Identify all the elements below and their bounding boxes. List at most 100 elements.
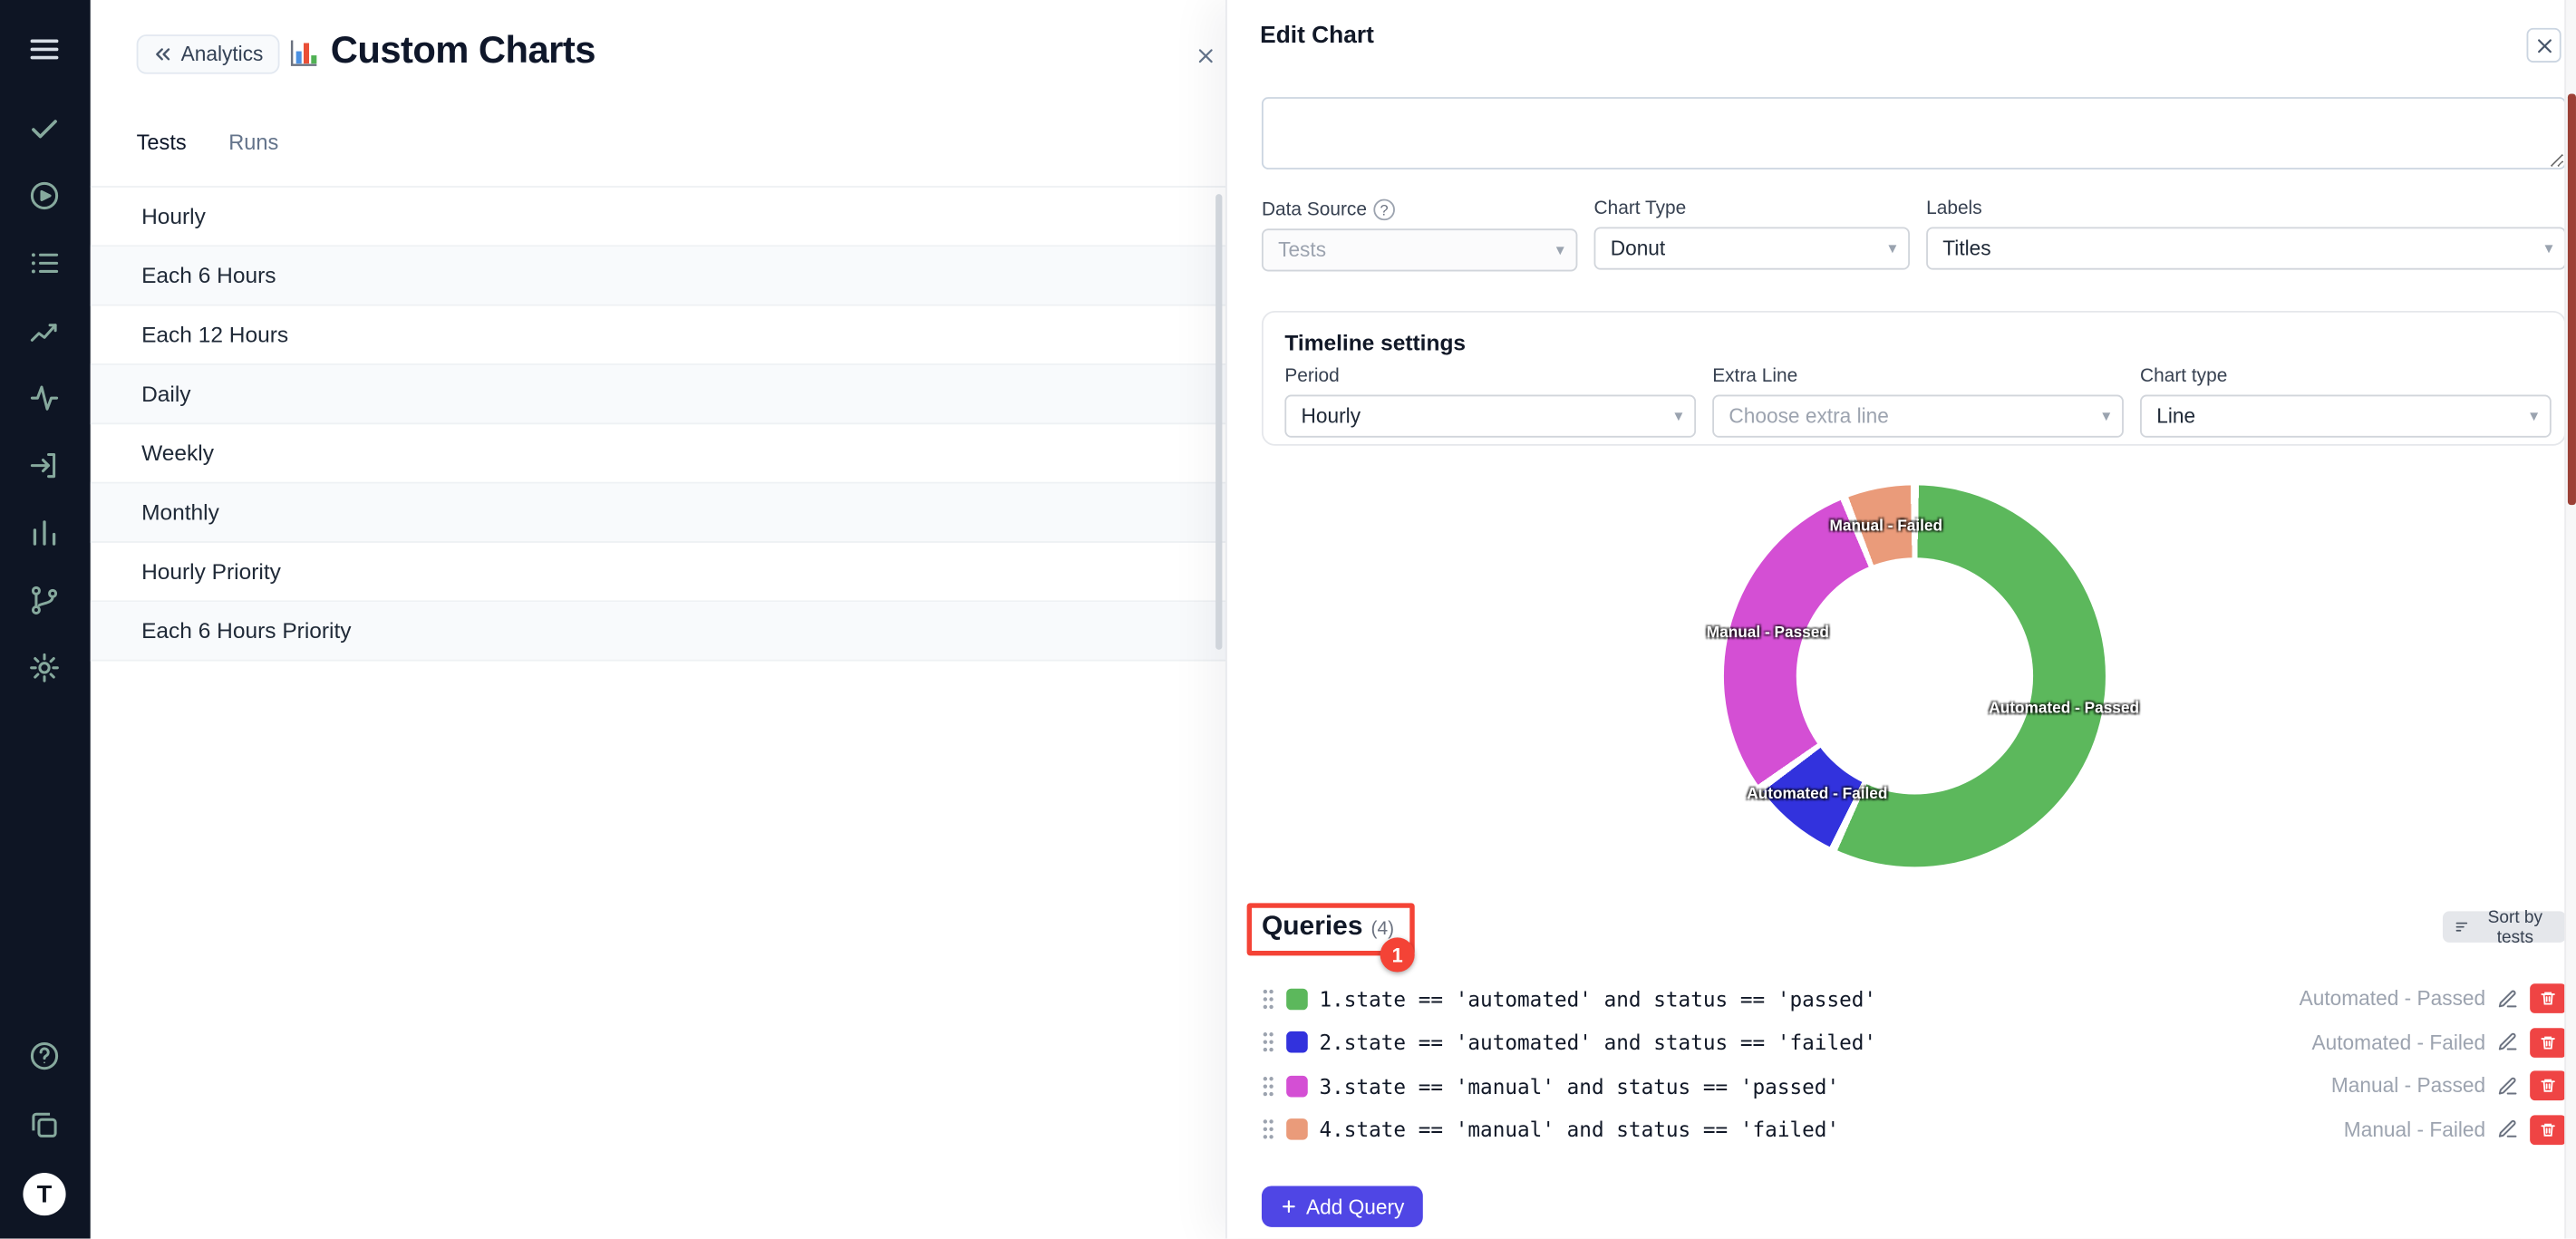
query-code: state == 'automated' and status == 'fail… xyxy=(1343,1030,1877,1055)
timeline-chart-type-field: Chart type Line xyxy=(2140,367,2552,438)
chart-description-textarea[interactable] xyxy=(1261,97,2567,169)
query-label: Automated - Passed xyxy=(2299,987,2486,1011)
close-icon xyxy=(2537,38,2552,53)
query-label: Manual - Passed xyxy=(2330,1074,2486,1098)
slice-label-manual-failed: Manual - Failed xyxy=(1829,517,1943,536)
add-query-label: Add Query xyxy=(1305,1195,1405,1218)
sort-label: Sort by tests xyxy=(2487,906,2543,947)
list-item-each-6-hours[interactable]: Each 6 Hours xyxy=(90,247,1226,306)
runs-icon[interactable] xyxy=(24,176,64,216)
drag-handle-icon[interactable] xyxy=(1262,1119,1275,1141)
query-index: 3. xyxy=(1319,1073,1344,1099)
timeline-chart-type-select[interactable]: Line xyxy=(2140,394,2552,438)
query-row: 4.state == 'manual' and status == 'faile… xyxy=(1262,1108,2567,1151)
drag-handle-icon[interactable] xyxy=(1262,1031,1275,1053)
settings-icon[interactable] xyxy=(24,648,64,688)
page-scrollbar-thumb[interactable] xyxy=(2567,93,2576,506)
chart-type-field: Chart Type Donut xyxy=(1593,199,1910,270)
branches-icon[interactable] xyxy=(24,581,64,621)
tab-tests[interactable]: Tests xyxy=(136,130,187,155)
list-item-daily[interactable]: Daily xyxy=(90,364,1226,425)
analytics-icon[interactable] xyxy=(24,311,64,351)
trash-icon xyxy=(2541,1036,2555,1050)
modal-title: Edit Chart xyxy=(1260,23,1374,50)
query-label: Manual - Failed xyxy=(2343,1118,2486,1142)
page-title: Custom Charts xyxy=(330,27,596,72)
period-label: Period xyxy=(1284,366,1340,387)
query-color-swatch xyxy=(1286,1118,1308,1141)
query-color-swatch xyxy=(1286,1075,1308,1098)
tests-icon[interactable] xyxy=(24,109,64,149)
bar-chart-emoji-icon xyxy=(288,36,321,69)
slice-label-automated-passed: Automated - Passed xyxy=(1989,700,2139,719)
custom-charts-panel: Analytics Custom Charts Tests Runs Hourl… xyxy=(90,0,1226,1239)
query-code: state == 'manual' and status == 'failed' xyxy=(1343,1117,1840,1142)
donut-hole xyxy=(1796,557,2034,795)
sort-by-tests-button[interactable]: Sort by tests xyxy=(2442,907,2567,946)
list-item-hourly-priority[interactable]: Hourly Priority xyxy=(90,543,1226,603)
list-item-hourly[interactable]: Hourly xyxy=(90,188,1226,247)
extra-line-select[interactable]: Choose extra line xyxy=(1712,394,2124,438)
question-circle-icon xyxy=(1373,198,1395,221)
extra-line-field: Extra Line Choose extra line xyxy=(1712,367,2124,438)
trash-icon xyxy=(2541,1079,2555,1093)
labels-select[interactable]: Titles xyxy=(1926,227,2567,270)
import-icon[interactable] xyxy=(24,446,64,486)
query-color-swatch xyxy=(1286,1031,1308,1053)
list-item-each-12-hours[interactable]: Each 12 Hours xyxy=(90,306,1226,365)
tab-runs[interactable]: Runs xyxy=(228,130,279,155)
delete-query-button[interactable] xyxy=(2530,983,2567,1014)
drag-handle-icon[interactable] xyxy=(1262,1075,1275,1097)
delete-query-button[interactable] xyxy=(2530,1027,2567,1058)
edit-query-button[interactable] xyxy=(2497,1031,2519,1053)
pencil-icon xyxy=(2498,1077,2517,1095)
plans-icon[interactable] xyxy=(24,244,64,284)
edit-chart-modal: Edit Chart Data Source Tests Chart Type … xyxy=(1225,0,2567,1239)
plus-icon xyxy=(1282,1200,1295,1214)
data-source-select[interactable]: Tests xyxy=(1261,228,1578,272)
queries-annotation-box: Queries (4) xyxy=(1246,903,1414,956)
edit-query-button[interactable] xyxy=(2497,1075,2519,1097)
help-icon[interactable] xyxy=(24,1036,64,1076)
menu-icon[interactable] xyxy=(24,30,64,70)
modal-close-button[interactable] xyxy=(2526,27,2561,63)
query-row: 3.state == 'manual' and status == 'passe… xyxy=(1262,1064,2567,1108)
annotation-badge-1: 1 xyxy=(1380,937,1415,973)
delete-query-button[interactable] xyxy=(2530,1070,2567,1101)
donut-chart-area: Automated - Passed Automated - Failed Ma… xyxy=(1707,485,2139,867)
sort-icon xyxy=(2455,922,2468,932)
panel-close-button[interactable] xyxy=(1187,38,1222,73)
timeline-chart-type-label: Chart type xyxy=(2140,366,2228,387)
sidebar: T xyxy=(0,0,91,1239)
list-item-each-6-hours-priority[interactable]: Each 6 Hours Priority xyxy=(90,602,1226,662)
list-item-weekly[interactable]: Weekly xyxy=(90,424,1226,484)
add-query-button[interactable]: Add Query xyxy=(1261,1186,1423,1227)
queries-title: Queries (4) xyxy=(1262,911,1394,942)
trash-icon xyxy=(2541,1123,2555,1137)
back-to-analytics-button[interactable]: Analytics xyxy=(136,34,280,74)
timeline-settings-title: Timeline settings xyxy=(1284,330,1467,355)
edit-query-button[interactable] xyxy=(2497,1119,2519,1141)
logo-t[interactable]: T xyxy=(23,1172,66,1216)
data-source-label: Data Source xyxy=(1261,199,1367,220)
chevrons-left-icon xyxy=(156,48,170,61)
timeline-settings-box: Timeline settings Period Hourly Extra Li… xyxy=(1261,310,2567,446)
copy-icon[interactable] xyxy=(24,1106,64,1146)
pencil-icon xyxy=(2498,990,2517,1007)
query-code: state == 'automated' and status == 'pass… xyxy=(1343,986,1877,1012)
reports-icon[interactable] xyxy=(24,513,64,553)
query-code: state == 'manual' and status == 'passed' xyxy=(1343,1073,1840,1099)
chart-type-select[interactable]: Donut xyxy=(1593,227,1910,270)
query-label: Automated - Failed xyxy=(2311,1031,2486,1054)
pulse-icon[interactable] xyxy=(24,378,64,418)
trash-icon xyxy=(2541,992,2555,1005)
queries-list: 1.state == 'automated' and status == 'pa… xyxy=(1262,977,2567,1151)
extra-line-label: Extra Line xyxy=(1712,366,1798,387)
list-item-monthly[interactable]: Monthly xyxy=(90,483,1226,543)
period-select[interactable]: Hourly xyxy=(1284,394,1697,438)
edit-query-button[interactable] xyxy=(2497,988,2519,1010)
delete-query-button[interactable] xyxy=(2530,1114,2567,1145)
drag-handle-icon[interactable] xyxy=(1262,988,1275,1010)
period-field: Period Hourly xyxy=(1284,366,1697,438)
panel-scrollbar-thumb[interactable] xyxy=(1215,194,1223,650)
